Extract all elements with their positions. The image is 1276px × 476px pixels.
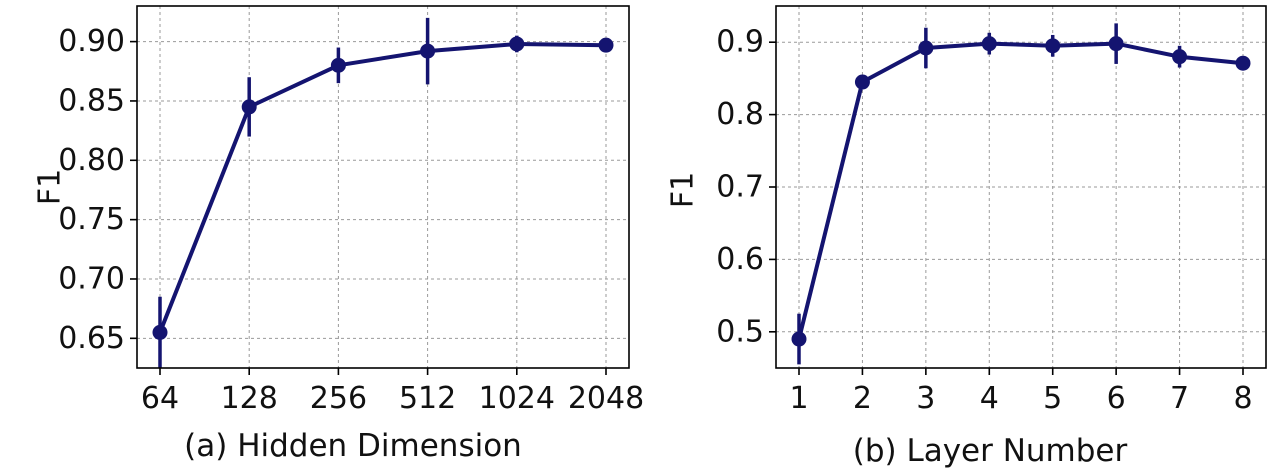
chart-b-x-tick-label: 7 bbox=[1170, 381, 1189, 416]
chart-a-data-point bbox=[598, 37, 614, 53]
chart-b-y-tick-labels: 0.5 0.6 0.7 0.8 0.9 bbox=[716, 25, 764, 350]
chart-a-frame bbox=[136, 5, 630, 369]
chart-b-y-tick-label: 0.6 bbox=[716, 242, 764, 277]
chart-a-y-tick-labels: 0.65 0.70 0.75 0.80 0.85 0.90 bbox=[58, 24, 125, 356]
chart-a-series-line bbox=[158, 42, 607, 334]
chart-b-data-point bbox=[981, 36, 997, 52]
chart-b-data-point bbox=[1045, 38, 1061, 54]
chart-b-error-bars bbox=[797, 23, 1245, 365]
chart-a-x-tick-labels: 64 128 256 512 1024 2048 bbox=[141, 381, 644, 416]
chart-b-x-tick-label: 5 bbox=[1043, 381, 1062, 416]
chart-b-data-point bbox=[918, 40, 934, 56]
chart-b-y-tick-label: 0.5 bbox=[716, 314, 764, 349]
chart-a-x-tick-label: 1024 bbox=[479, 381, 555, 416]
chart-a-grid bbox=[137, 6, 629, 368]
chart-a-x-tick-label: 512 bbox=[399, 381, 456, 416]
chart-a-x-tick-label: 64 bbox=[141, 381, 179, 416]
chart-b-frame bbox=[775, 5, 1267, 369]
chart-a-error-bars bbox=[158, 17, 608, 368]
chart-a-series bbox=[158, 42, 607, 334]
chart-a-x-tick-label: 2048 bbox=[568, 381, 644, 416]
chart-b-ticks bbox=[769, 41, 1244, 375]
chart-b-x-tick-label: 4 bbox=[980, 381, 999, 416]
chart-a-data-point bbox=[330, 57, 346, 73]
chart-b-x-tick-label: 3 bbox=[916, 381, 935, 416]
chart-b-data-point bbox=[1172, 49, 1188, 65]
chart-a-y-tick-label: 0.75 bbox=[58, 202, 125, 237]
chart-b-x-tick-label: 1 bbox=[789, 381, 808, 416]
chart-b-x-tick-labels: 1 2 3 4 5 6 7 8 bbox=[789, 381, 1252, 416]
chart-a-y-tick-label: 0.90 bbox=[58, 24, 125, 59]
chart-b-y-tick-label: 0.8 bbox=[716, 97, 764, 132]
chart-a-x-axis-label: (a) Hidden Dimension bbox=[184, 428, 522, 464]
chart-a-ticks bbox=[130, 40, 607, 375]
chart-b: 0.5 0.6 0.7 0.8 0.9 1 2 3 4 5 6 7 8 F1 (b) Layer Nu… bbox=[666, 5, 1267, 469]
chart-b-x-tick-label: 8 bbox=[1233, 381, 1252, 416]
chart-a-data-point bbox=[420, 43, 436, 59]
chart-a-y-tick-label: 0.80 bbox=[58, 143, 125, 178]
chart-b-data-point bbox=[791, 331, 807, 347]
chart-b-y-axis-label: F1 bbox=[666, 172, 701, 208]
chart-b-x-tick-label: 2 bbox=[853, 381, 872, 416]
chart-b-y-tick-label: 0.9 bbox=[716, 25, 764, 60]
chart-b-data-point bbox=[1235, 55, 1251, 71]
chart-b-y-tick-label: 0.7 bbox=[716, 170, 764, 205]
chart-b-points bbox=[791, 36, 1251, 347]
chart-a-data-point bbox=[152, 324, 168, 340]
chart-a-data-point bbox=[509, 36, 525, 52]
chart-b-series-line bbox=[797, 41, 1244, 340]
chart-b-grid bbox=[776, 6, 1266, 368]
chart-a-points bbox=[152, 36, 614, 340]
chart-b-x-axis-label: (b) Layer Number bbox=[853, 433, 1128, 469]
chart-a-x-tick-label: 256 bbox=[310, 381, 367, 416]
chart-a-data-point bbox=[241, 99, 257, 115]
chart-b-x-tick-label: 6 bbox=[1107, 381, 1126, 416]
chart-b-data-point bbox=[1108, 36, 1124, 52]
chart-a-y-axis-label: F1 bbox=[33, 169, 68, 205]
chart-b-data-point bbox=[854, 74, 870, 90]
chart-b-series bbox=[797, 41, 1244, 340]
chart-a-y-tick-label: 0.70 bbox=[58, 261, 125, 296]
chart-a-y-tick-label: 0.65 bbox=[58, 321, 125, 356]
chart-a-y-tick-label: 0.85 bbox=[58, 83, 125, 118]
chart-a: 0.65 0.70 0.75 0.80 0.85 0.90 64 128 256 512 1024… bbox=[33, 5, 644, 464]
chart-a-x-tick-label: 128 bbox=[221, 381, 278, 416]
